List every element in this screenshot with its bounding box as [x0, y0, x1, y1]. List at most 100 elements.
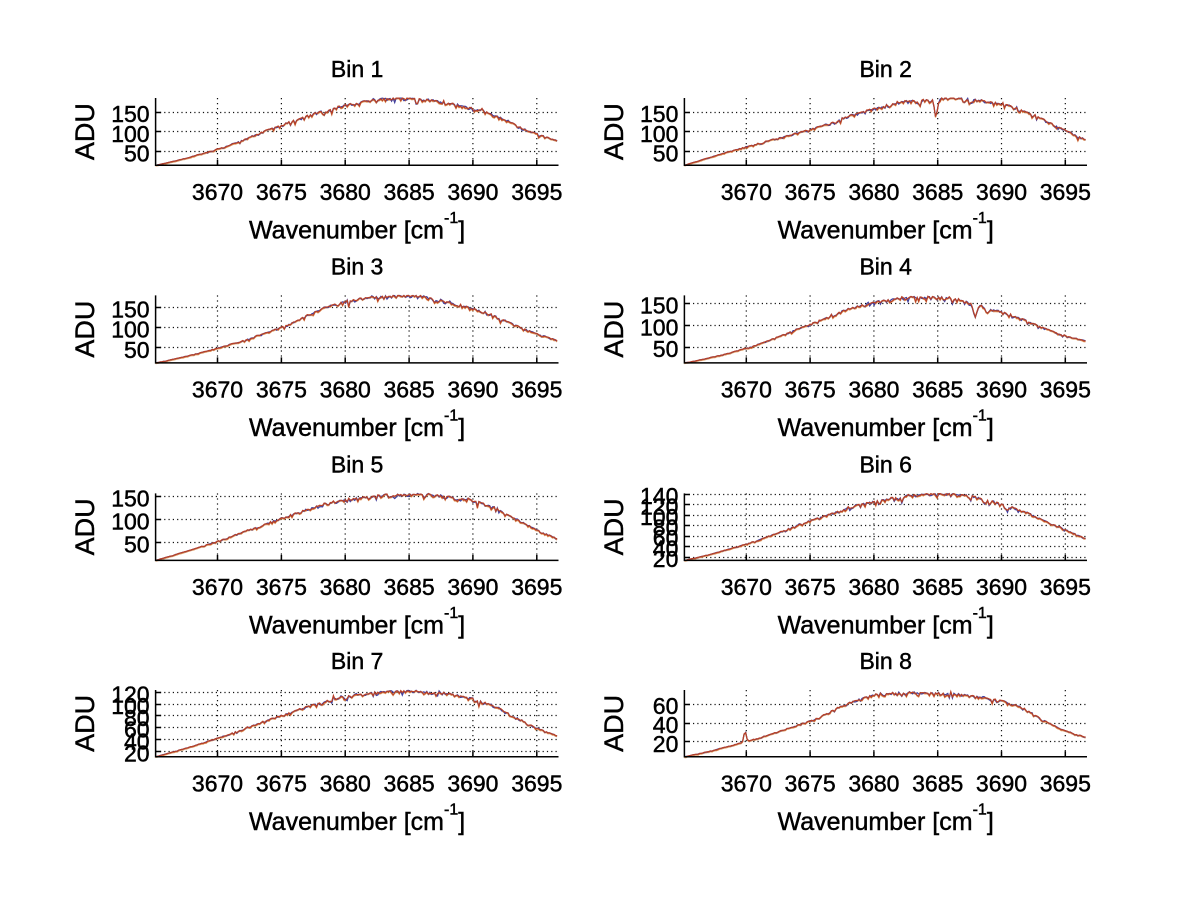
svg-text:50: 50 — [124, 141, 150, 167]
svg-text:3685: 3685 — [384, 574, 435, 600]
svg-text:ADU: ADU — [599, 301, 629, 358]
svg-text:Wavenumber [cm-1]: Wavenumber [cm-1] — [778, 408, 994, 443]
svg-text:150: 150 — [111, 485, 149, 511]
svg-text:120: 120 — [640, 494, 678, 520]
svg-text:3680: 3680 — [320, 377, 371, 403]
svg-text:3670: 3670 — [721, 574, 772, 600]
svg-text:3695: 3695 — [511, 771, 562, 797]
svg-text:140: 140 — [640, 483, 678, 509]
svg-text:3695: 3695 — [1040, 771, 1091, 797]
svg-text:3685: 3685 — [912, 377, 963, 403]
svg-text:100: 100 — [111, 317, 149, 343]
svg-text:3695: 3695 — [511, 179, 562, 205]
svg-text:3680: 3680 — [320, 574, 371, 600]
svg-text:ADU: ADU — [599, 498, 629, 555]
svg-text:ADU: ADU — [70, 301, 100, 358]
svg-text:3695: 3695 — [1040, 179, 1091, 205]
svg-text:3695: 3695 — [1040, 377, 1091, 403]
svg-text:3685: 3685 — [912, 179, 963, 205]
svg-text:3675: 3675 — [256, 179, 307, 205]
svg-text:Bin 4: Bin 4 — [859, 253, 912, 279]
svg-text:50: 50 — [124, 532, 150, 558]
svg-text:3695: 3695 — [511, 377, 562, 403]
svg-text:60: 60 — [124, 717, 150, 743]
svg-text:20: 20 — [653, 546, 679, 572]
svg-text:150: 150 — [640, 292, 678, 318]
svg-text:3690: 3690 — [447, 179, 498, 205]
svg-text:100: 100 — [640, 121, 678, 147]
svg-text:60: 60 — [653, 525, 679, 551]
svg-text:3670: 3670 — [721, 179, 772, 205]
svg-text:Wavenumber [cm-1]: Wavenumber [cm-1] — [249, 605, 465, 640]
svg-text:3685: 3685 — [912, 574, 963, 600]
svg-text:Wavenumber [cm-1]: Wavenumber [cm-1] — [249, 802, 465, 837]
svg-text:50: 50 — [124, 337, 150, 363]
svg-text:40: 40 — [124, 729, 150, 755]
svg-text:Wavenumber [cm-1]: Wavenumber [cm-1] — [778, 802, 994, 837]
svg-text:3685: 3685 — [384, 771, 435, 797]
svg-text:3670: 3670 — [192, 179, 243, 205]
svg-text:3685: 3685 — [384, 179, 435, 205]
svg-text:Wavenumber [cm-1]: Wavenumber [cm-1] — [249, 408, 465, 443]
svg-text:Bin 1: Bin 1 — [331, 56, 383, 82]
svg-text:3675: 3675 — [256, 771, 307, 797]
svg-text:Bin 5: Bin 5 — [331, 451, 383, 477]
svg-text:3670: 3670 — [721, 771, 772, 797]
svg-text:3685: 3685 — [384, 377, 435, 403]
svg-text:60: 60 — [653, 693, 679, 719]
svg-text:Wavenumber [cm-1]: Wavenumber [cm-1] — [778, 605, 994, 640]
svg-text:20: 20 — [124, 740, 150, 766]
svg-text:40: 40 — [653, 712, 679, 738]
svg-text:3670: 3670 — [192, 377, 243, 403]
svg-text:3690: 3690 — [976, 771, 1027, 797]
svg-text:100: 100 — [111, 509, 149, 535]
svg-text:3675: 3675 — [256, 574, 307, 600]
svg-text:3675: 3675 — [256, 377, 307, 403]
svg-text:3690: 3690 — [976, 377, 1027, 403]
svg-text:120: 120 — [111, 681, 149, 707]
svg-text:3695: 3695 — [511, 574, 562, 600]
svg-text:3690: 3690 — [976, 574, 1027, 600]
svg-text:3675: 3675 — [785, 179, 836, 205]
svg-text:Bin 8: Bin 8 — [859, 648, 911, 674]
svg-text:3670: 3670 — [192, 771, 243, 797]
svg-text:3680: 3680 — [848, 771, 899, 797]
svg-text:3680: 3680 — [848, 377, 899, 403]
svg-text:3680: 3680 — [848, 574, 899, 600]
svg-text:3675: 3675 — [785, 377, 836, 403]
svg-text:150: 150 — [111, 101, 149, 127]
svg-text:3690: 3690 — [447, 574, 498, 600]
svg-text:100: 100 — [111, 121, 149, 147]
svg-text:80: 80 — [124, 705, 150, 731]
svg-text:3675: 3675 — [785, 771, 836, 797]
svg-text:Bin 6: Bin 6 — [859, 451, 911, 477]
svg-text:100: 100 — [640, 504, 678, 530]
svg-text:150: 150 — [111, 296, 149, 322]
svg-text:3695: 3695 — [1040, 574, 1091, 600]
svg-text:ADU: ADU — [599, 695, 629, 752]
svg-text:ADU: ADU — [599, 103, 629, 160]
svg-text:Wavenumber [cm-1]: Wavenumber [cm-1] — [249, 210, 465, 245]
svg-text:100: 100 — [640, 314, 678, 340]
svg-text:3680: 3680 — [320, 179, 371, 205]
svg-text:ADU: ADU — [70, 695, 100, 752]
svg-text:3690: 3690 — [976, 179, 1027, 205]
svg-text:3690: 3690 — [447, 377, 498, 403]
svg-text:50: 50 — [653, 336, 679, 362]
svg-text:Bin 7: Bin 7 — [331, 648, 383, 674]
svg-text:Bin 3: Bin 3 — [331, 253, 383, 279]
svg-text:150: 150 — [640, 101, 678, 127]
svg-text:3685: 3685 — [912, 771, 963, 797]
svg-text:100: 100 — [111, 693, 149, 719]
svg-text:3670: 3670 — [192, 574, 243, 600]
svg-text:Bin 2: Bin 2 — [859, 56, 911, 82]
svg-text:ADU: ADU — [70, 498, 100, 555]
svg-text:3675: 3675 — [785, 574, 836, 600]
svg-text:50: 50 — [653, 141, 679, 167]
svg-text:3670: 3670 — [721, 377, 772, 403]
svg-text:ADU: ADU — [70, 103, 100, 160]
svg-text:40: 40 — [653, 536, 679, 562]
svg-text:Wavenumber [cm-1]: Wavenumber [cm-1] — [778, 210, 994, 245]
svg-text:80: 80 — [653, 515, 679, 541]
svg-text:20: 20 — [653, 731, 679, 757]
